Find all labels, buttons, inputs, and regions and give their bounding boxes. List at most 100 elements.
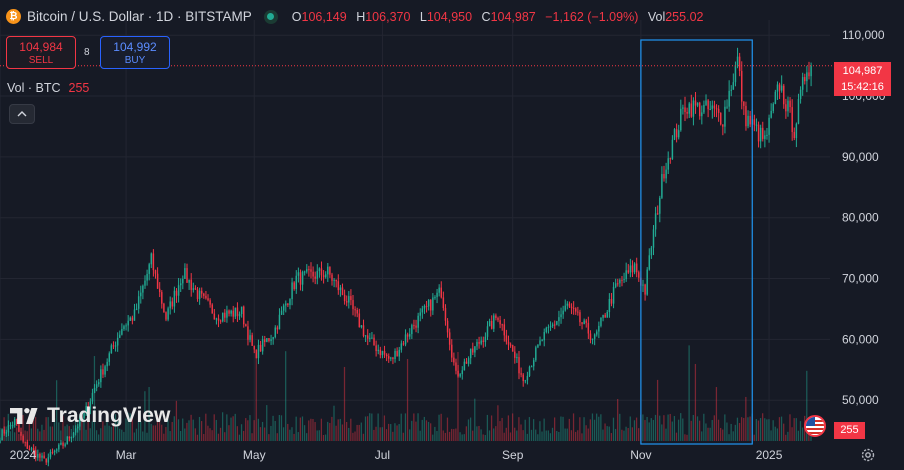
candle-body — [486, 326, 489, 337]
chart-settings-button[interactable] — [858, 445, 878, 465]
volume-bar — [375, 426, 377, 441]
time-axis[interactable]: 2024 Mar May Jul Sep Nov 2025 — [10, 448, 783, 462]
volume-bar — [217, 433, 220, 441]
volume-bar — [656, 379, 659, 441]
volume-bar — [543, 418, 545, 441]
volume-bar — [572, 413, 575, 441]
candle-body — [303, 271, 306, 273]
us-flag-icon[interactable] — [804, 415, 826, 437]
volume-bar — [677, 419, 680, 441]
candle-body — [413, 325, 415, 327]
volume-bar — [797, 430, 800, 441]
candle-body — [123, 326, 125, 330]
volume-bar — [701, 431, 703, 441]
volume-bar — [121, 429, 123, 441]
low-key: L — [419, 9, 427, 24]
y-tick-label: 70,000 — [842, 272, 879, 286]
highlight-rectangle[interactable] — [640, 39, 753, 445]
candle-body — [100, 369, 102, 383]
candle-body — [171, 301, 174, 307]
candle-body — [270, 339, 272, 342]
candle-body — [390, 357, 392, 359]
volume-bar — [18, 433, 20, 441]
candle-body — [446, 320, 449, 333]
candle-body — [87, 406, 89, 410]
high-value: 106,370 — [365, 9, 411, 24]
candle-body — [684, 107, 686, 112]
volume-bar — [352, 432, 354, 441]
candle-body — [568, 303, 571, 307]
volume-bar — [245, 418, 247, 441]
candle-body — [709, 108, 711, 110]
volume-bar — [646, 416, 648, 441]
market-open-icon[interactable] — [263, 9, 278, 24]
volume-bar — [698, 420, 701, 441]
volume-bar — [669, 413, 671, 441]
candle-body — [757, 124, 760, 142]
candle-body — [129, 317, 132, 321]
volume-bar — [501, 417, 503, 441]
candle-body — [677, 130, 680, 138]
symbol-title[interactable]: Bitcoin / U.S. Dollar · 1D · BITSTAMP — [27, 9, 252, 24]
price-axis[interactable]: 50,00060,00070,00080,00090,000100,000110… — [842, 28, 886, 407]
volume-bar — [211, 430, 213, 441]
volume-bar — [158, 419, 161, 441]
candle-body — [182, 278, 184, 284]
volume-bar — [717, 419, 720, 441]
change-value: −1,162 (−1.09%) — [545, 9, 639, 24]
candle-body — [770, 110, 772, 118]
volume-bar — [259, 427, 262, 441]
candle-body — [74, 428, 77, 433]
volume-bar — [451, 428, 453, 441]
volume-bar — [446, 417, 449, 441]
volume-bar — [759, 418, 762, 441]
volume-bar — [606, 426, 608, 441]
volume-bar — [194, 428, 196, 441]
volume-bar — [131, 416, 133, 441]
candle-body — [541, 340, 543, 342]
volume-bar — [511, 413, 514, 441]
candle-body — [610, 299, 613, 304]
candle-body — [543, 332, 545, 341]
candle-body — [642, 284, 644, 286]
volume-bar — [675, 432, 678, 441]
candle-body — [224, 312, 226, 318]
volume-bar — [684, 434, 686, 441]
candle-body — [572, 307, 575, 309]
candle-body — [484, 336, 487, 343]
candle-body — [5, 432, 8, 434]
candle-body — [369, 337, 371, 339]
candle-body — [539, 340, 541, 345]
volume-bar — [444, 432, 446, 441]
candle-body — [495, 315, 497, 318]
volume-bar — [411, 420, 413, 441]
candle-body — [762, 127, 764, 139]
sell-button[interactable]: 104,984 SELL — [6, 36, 76, 69]
volume-bar — [43, 429, 45, 441]
candle-body — [774, 91, 777, 104]
volume-bar — [276, 433, 278, 441]
buy-button[interactable]: 104,992 BUY — [100, 36, 170, 69]
candle-body — [648, 255, 651, 270]
candle-body — [553, 324, 556, 326]
volume-bar — [232, 416, 234, 441]
candle-body — [795, 123, 798, 139]
collapse-legend-button[interactable] — [9, 104, 35, 124]
candle-body — [463, 361, 466, 371]
candle-body — [701, 112, 703, 117]
volume-bar — [627, 428, 629, 441]
volume-bar — [663, 415, 665, 441]
volume-bar — [556, 430, 558, 441]
candle-body — [133, 309, 136, 321]
symbol-legend: ₿ Bitcoin / U.S. Dollar · 1D · BITSTAMP … — [6, 9, 709, 24]
volume-bar — [81, 413, 83, 441]
candle-body — [245, 324, 247, 327]
volume-legend[interactable]: Vol · BTC 255 — [7, 81, 89, 95]
candle-body — [593, 334, 596, 339]
candle-body — [268, 338, 270, 342]
candle-body — [583, 320, 585, 325]
chevron-up-icon — [17, 111, 27, 117]
volume-bar — [257, 418, 259, 441]
candle-body — [663, 174, 665, 179]
